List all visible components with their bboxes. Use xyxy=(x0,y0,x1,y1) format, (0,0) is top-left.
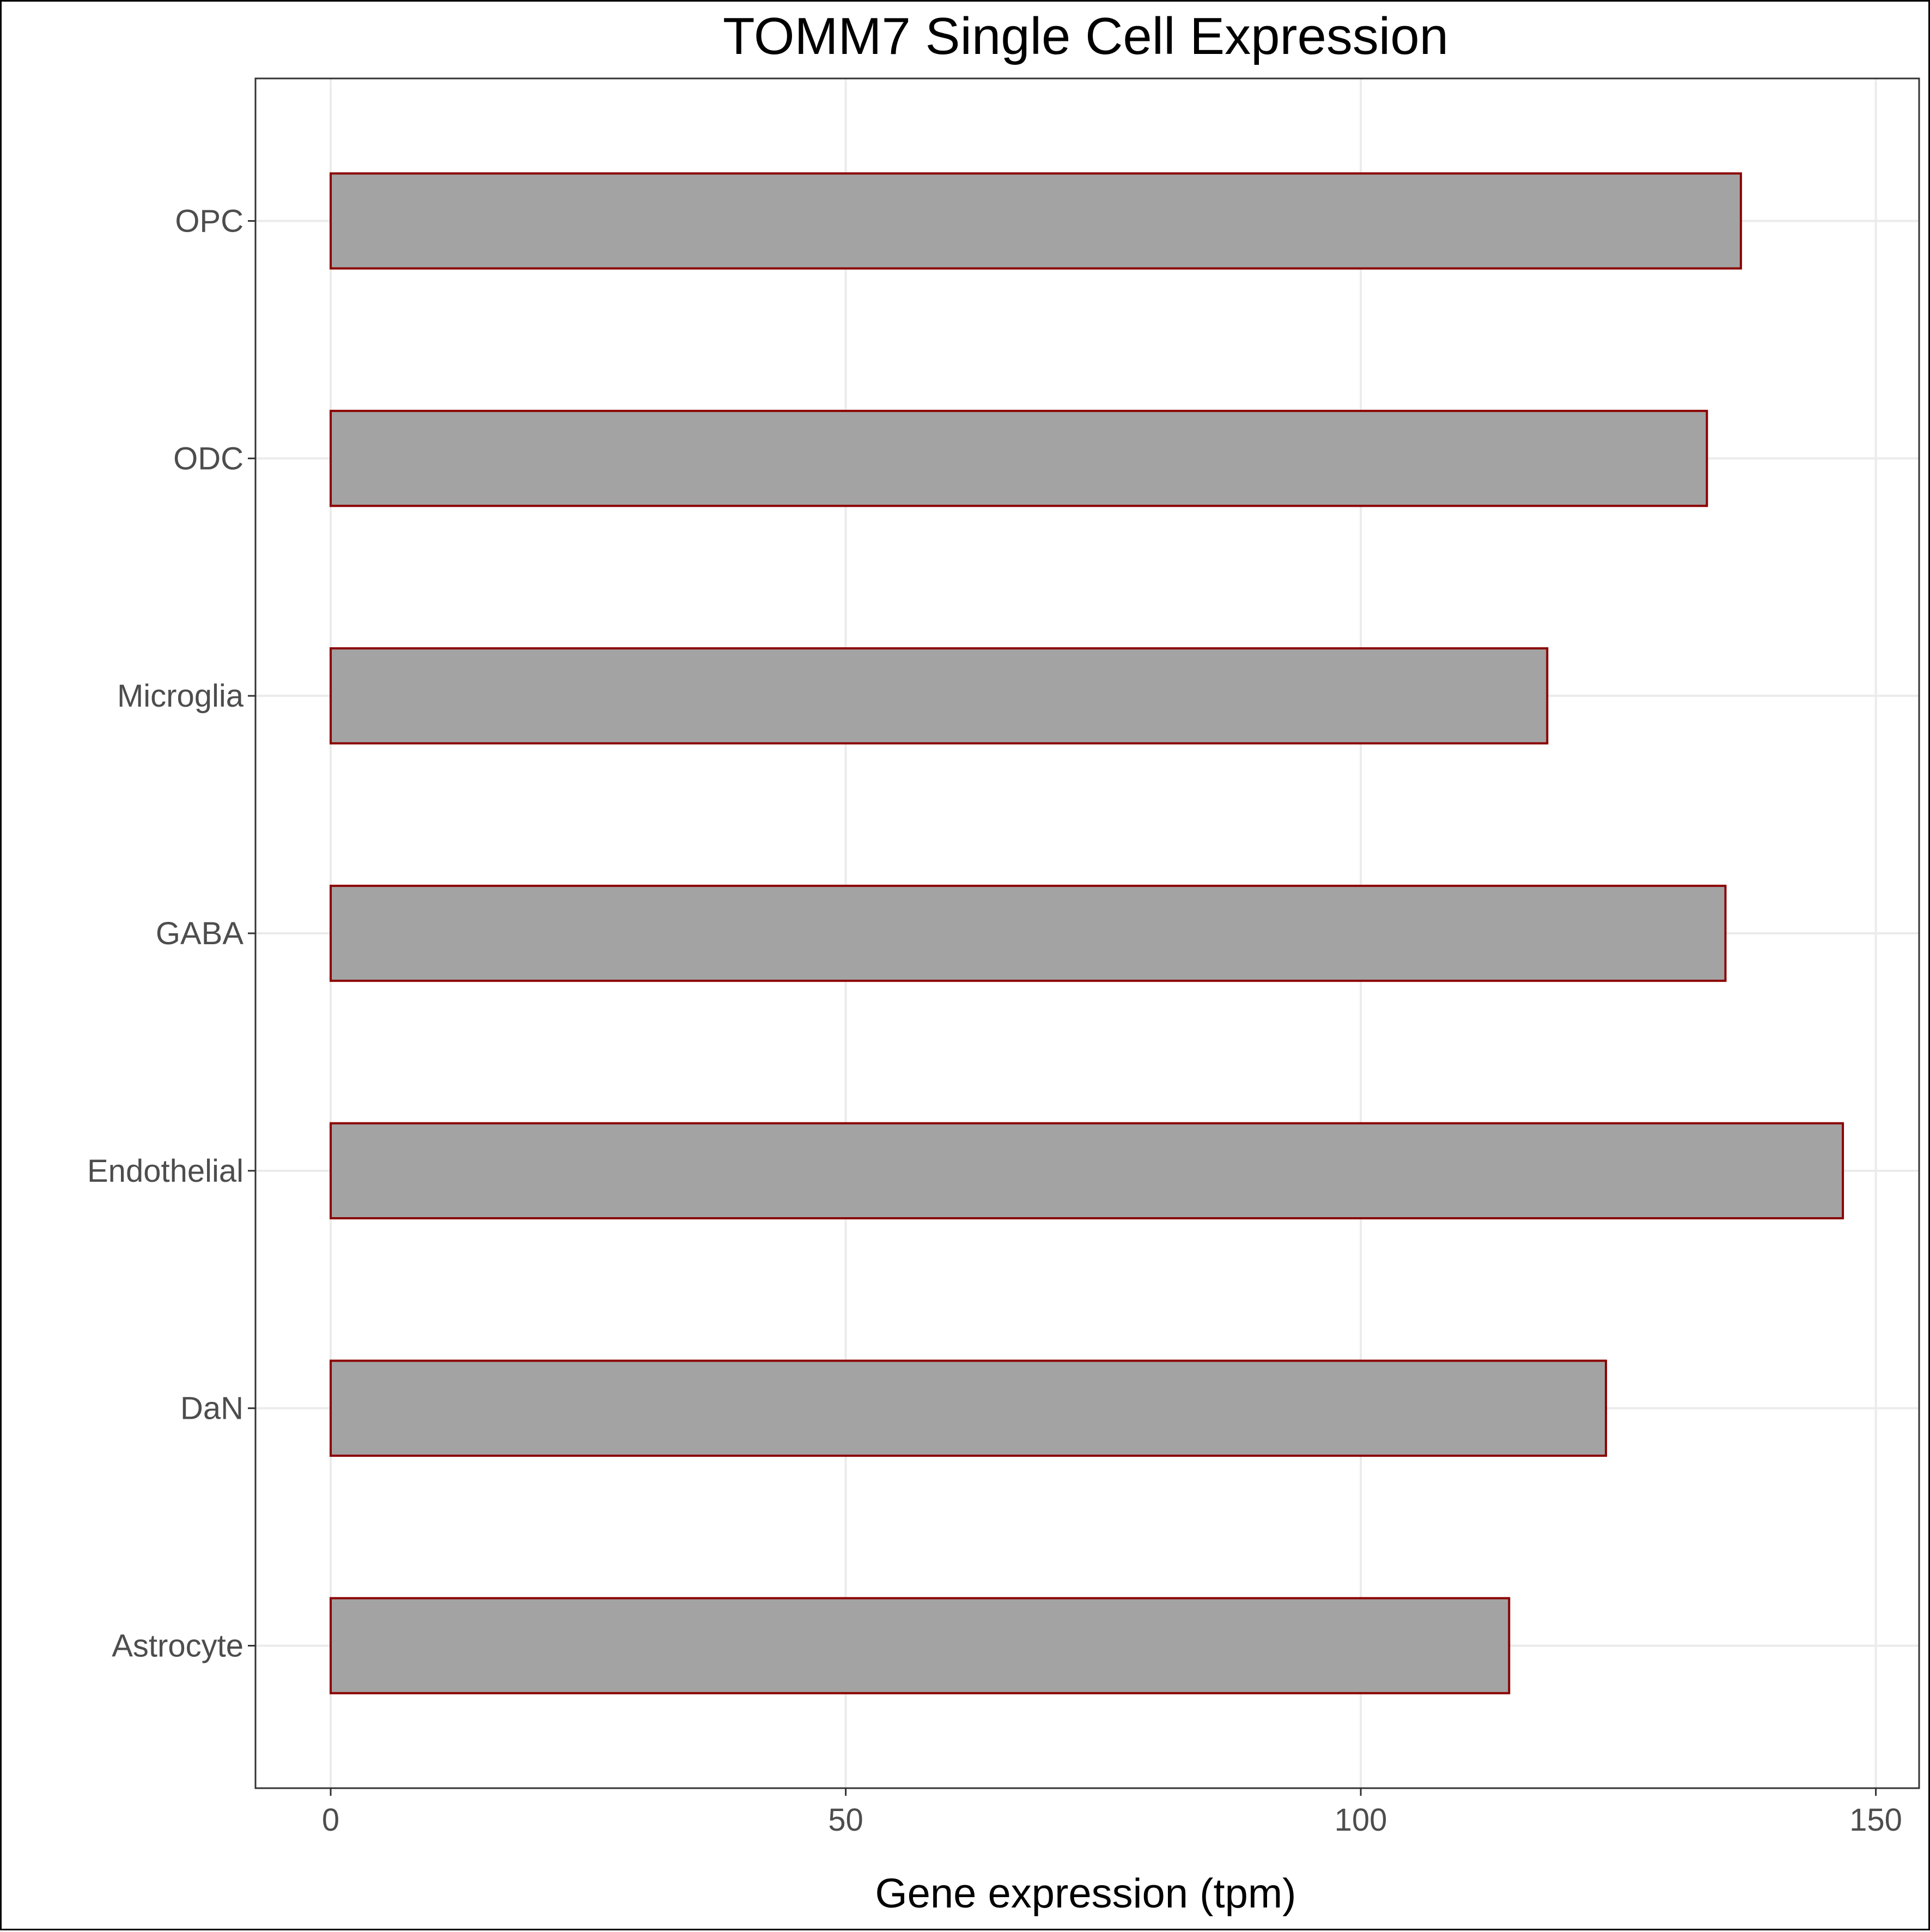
y-tick-label: ODC xyxy=(173,441,243,476)
bar-astrocyte xyxy=(330,1597,1511,1694)
bar-endothelial xyxy=(330,1122,1844,1220)
x-tick-label: 150 xyxy=(1849,1802,1902,1838)
y-tick-label: GABA xyxy=(156,916,243,951)
y-tick-label: Astrocyte xyxy=(112,1629,243,1664)
bar-gaba xyxy=(330,884,1727,982)
y-tick-label: DaN xyxy=(180,1391,243,1426)
bar-odc xyxy=(330,410,1708,507)
chart-title: TOMM7 Single Cell Expression xyxy=(723,7,1448,65)
bars xyxy=(330,172,1844,1694)
bar-microglia xyxy=(330,647,1549,745)
bar-opc xyxy=(330,172,1742,270)
y-tick-label: Microglia xyxy=(117,678,244,714)
x-axis-title: Gene expression (tpm) xyxy=(875,1870,1296,1917)
x-tick-label: 100 xyxy=(1335,1802,1387,1838)
x-axis-ticks: 0 50 100 150 xyxy=(322,1788,1902,1838)
bar-dan xyxy=(330,1359,1608,1457)
x-tick-label: 0 xyxy=(322,1802,339,1838)
y-axis-ticks: Astrocyte DaN Endothelial GABA Microglia ODC O… xyxy=(87,204,255,1664)
y-tick-label: Endothelial xyxy=(87,1153,243,1189)
x-tick-label: 50 xyxy=(828,1802,863,1838)
y-tick-label: OPC xyxy=(175,204,243,239)
